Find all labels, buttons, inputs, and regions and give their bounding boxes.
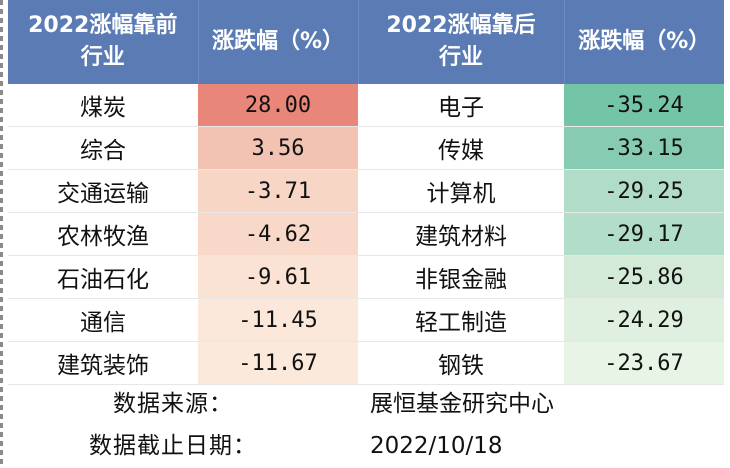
bottom-industry-name: 电子 — [358, 84, 564, 127]
table-row: 石油石化 -9.61 非银金融 -25.86 — [8, 255, 724, 299]
data-date-label: 数据截止日期： — [89, 433, 257, 459]
top-industry-name: 石油石化 — [8, 255, 198, 299]
bottom-industry-name: 轻工制造 — [358, 298, 564, 342]
bottom-industry-name: 传媒 — [358, 126, 564, 170]
table-row: 农林牧渔 -4.62 建筑材料 -29.17 — [8, 212, 724, 256]
header-top-industry: 2022涨幅靠前 行业 — [8, 0, 199, 84]
data-source-line: 数据来源： 展恒基金研究中心 — [8, 384, 724, 424]
bottom-industry-change: -35.24 — [564, 84, 724, 127]
bottom-industry-change: -29.17 — [564, 212, 724, 256]
header-bottom-industry: 2022涨幅靠后 行业 — [358, 0, 565, 84]
top-industry-change: -11.45 — [198, 298, 358, 342]
data-date-value: 2022/10/18 — [370, 433, 503, 459]
top-industry-name: 农林牧渔 — [8, 212, 198, 256]
bottom-industry-change: -23.67 — [564, 341, 724, 385]
top-industry-name: 通信 — [8, 298, 198, 342]
industry-performance-table: 2022涨幅靠前 行业 涨跌幅（%） 2022涨幅靠后 行业 涨跌幅（%） 煤炭… — [8, 0, 724, 385]
header-top-change: 涨跌幅（%） — [198, 0, 359, 84]
data-source-label: 数据来源： — [113, 391, 233, 417]
table-header-row: 2022涨幅靠前 行业 涨跌幅（%） 2022涨幅靠后 行业 涨跌幅（%） — [8, 0, 724, 84]
table-row: 综合 3.56 传媒 -33.15 — [8, 126, 724, 170]
data-date-line: 数据截止日期： 2022/10/18 — [8, 426, 724, 466]
data-source-value: 展恒基金研究中心 — [370, 391, 554, 417]
top-industry-name: 综合 — [8, 126, 198, 170]
top-industry-name: 交通运输 — [8, 169, 198, 213]
table-row: 通信 -11.45 轻工制造 -24.29 — [8, 298, 724, 342]
top-industry-change: -4.62 — [198, 212, 358, 256]
top-industry-name: 建筑装饰 — [8, 341, 198, 385]
bottom-industry-name: 建筑材料 — [358, 212, 564, 256]
table-row: 煤炭 28.00 电子 -35.24 — [8, 84, 724, 127]
header-bottom-industry-line1: 2022涨幅靠后 — [386, 13, 536, 38]
table-row: 建筑装饰 -11.67 钢铁 -23.67 — [8, 341, 724, 385]
header-top-industry-line2: 行业 — [80, 45, 125, 70]
top-industry-name: 煤炭 — [8, 84, 198, 127]
bottom-industry-change: -29.25 — [564, 169, 724, 213]
top-industry-change: -11.67 — [198, 341, 358, 385]
bottom-industry-name: 计算机 — [358, 169, 564, 213]
top-industry-change: 28.00 — [198, 84, 358, 127]
top-industry-change: -9.61 — [198, 255, 358, 299]
header-top-industry-line1: 2022涨幅靠前 — [28, 13, 178, 38]
bottom-industry-change: -24.29 — [564, 298, 724, 342]
header-bottom-change: 涨跌幅（%） — [564, 0, 724, 84]
table-row: 交通运输 -3.71 计算机 -29.25 — [8, 169, 724, 213]
left-dashed-border — [0, 0, 3, 468]
bottom-industry-name: 钢铁 — [358, 341, 564, 385]
header-bottom-industry-line2: 行业 — [438, 45, 483, 70]
top-industry-change: 3.56 — [198, 126, 358, 170]
bottom-industry-change: -25.86 — [564, 255, 724, 299]
top-industry-change: -3.71 — [198, 169, 358, 213]
bottom-industry-name: 非银金融 — [358, 255, 564, 299]
bottom-industry-change: -33.15 — [564, 126, 724, 170]
